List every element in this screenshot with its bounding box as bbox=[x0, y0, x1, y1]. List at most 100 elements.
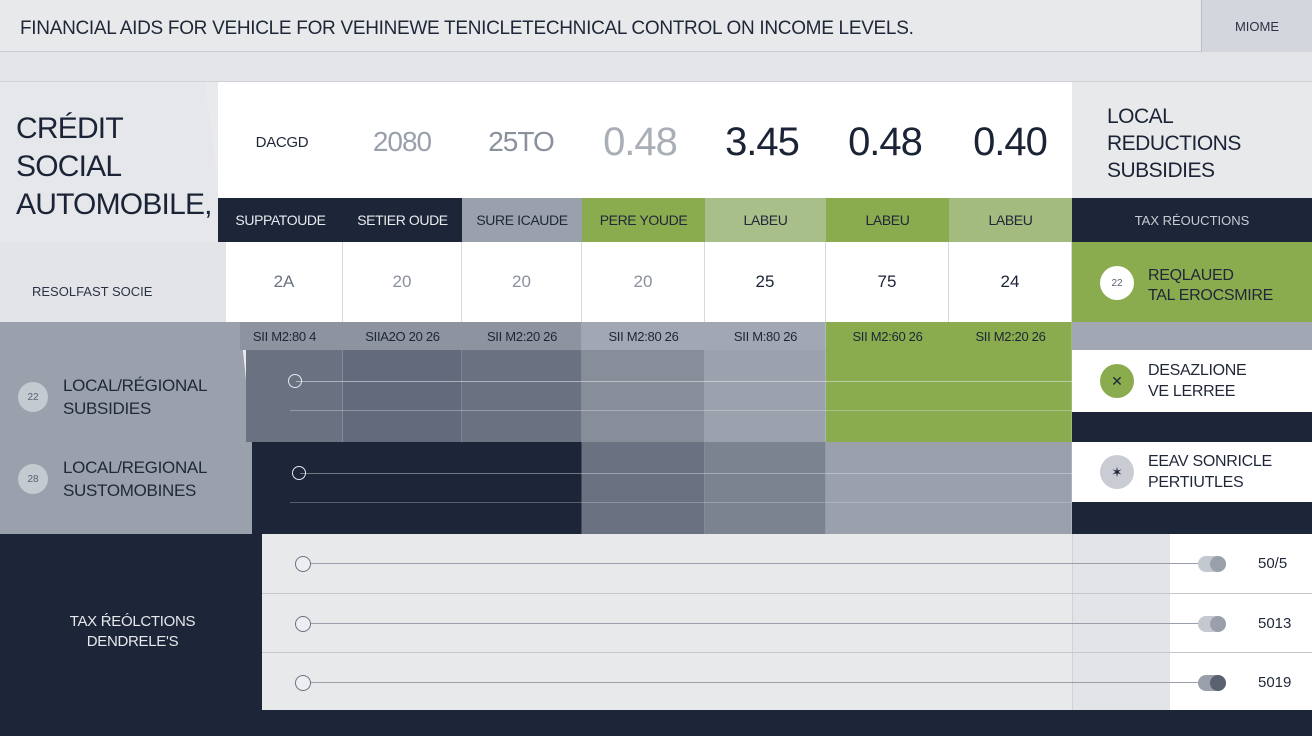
item-badge: 28 bbox=[18, 464, 48, 494]
slider-handle[interactable] bbox=[295, 675, 311, 691]
value-cell: 75 bbox=[826, 242, 949, 322]
left-title-line: SOCIAL bbox=[16, 150, 122, 183]
slider-track bbox=[310, 623, 1200, 624]
slider-handle[interactable] bbox=[295, 556, 311, 572]
card-label: DESAZLIONE bbox=[1148, 362, 1247, 379]
bottom-slider-area bbox=[262, 534, 1072, 710]
side-item-label: SUSTOMOBINES bbox=[63, 481, 197, 500]
slider-handle[interactable] bbox=[292, 466, 306, 480]
date-cell: SII M2:20 26 bbox=[486, 328, 558, 344]
figures-row bbox=[218, 82, 1072, 198]
toggle-knob bbox=[1210, 675, 1226, 691]
star-icon: ✶ bbox=[1100, 455, 1134, 489]
value-cell: 24 bbox=[949, 242, 1072, 322]
figure-value: 0.48 bbox=[603, 119, 678, 164]
bottom-tax-label: TAX ŔEÓLCTIONS DENDRELE'S bbox=[40, 612, 225, 652]
close-icon: ✕ bbox=[1100, 364, 1134, 398]
date-row-bg bbox=[826, 322, 1072, 350]
more-button[interactable]: MIOME bbox=[1201, 0, 1312, 52]
figure-value: 25TO bbox=[488, 126, 555, 157]
grid-cell bbox=[826, 350, 1072, 442]
right-panel-header bbox=[1072, 82, 1312, 198]
side-item-label: LOCAL/REGIONAL bbox=[63, 458, 208, 477]
row-label: RESOLFAST SOCIE bbox=[32, 284, 153, 299]
date-cell: SII M2:60 26 bbox=[852, 328, 923, 344]
right-card-desazlione[interactable]: ✕ DESAZLIONE VE LERREE bbox=[1072, 350, 1312, 412]
grid-cell bbox=[705, 442, 826, 534]
column-header[interactable]: SUPPATOUDE bbox=[218, 198, 343, 242]
slider-handle[interactable] bbox=[295, 616, 311, 632]
toggle-switch[interactable] bbox=[1198, 616, 1226, 632]
grid-line bbox=[290, 410, 1072, 411]
page-title: FINANCIAL AIDS FOR VEHICLE FOR VEHINEWE … bbox=[20, 18, 914, 39]
value-cell: 25 bbox=[705, 242, 826, 322]
bottom-label-line: DENDRELE'S bbox=[86, 633, 179, 650]
left-title-line: AUTOMOBILE, bbox=[16, 188, 213, 221]
side-item-label: LOCAL/RÉGIONAL bbox=[63, 376, 208, 395]
row-value: 5019 bbox=[1258, 674, 1292, 691]
date-row-bg bbox=[240, 322, 582, 350]
toggle-knob bbox=[1210, 556, 1226, 572]
right-title-line: LOCAL bbox=[1107, 105, 1174, 128]
grid-cell bbox=[462, 350, 582, 442]
card-label: TAL EROCSMIRE bbox=[1148, 287, 1274, 304]
card-label: EEAV SONRICLE bbox=[1148, 453, 1272, 470]
side-item-regional-automobiles[interactable]: 28 LOCAL/REGIONAL SUSTOMOBINES bbox=[18, 456, 207, 502]
right-divider bbox=[1072, 322, 1312, 350]
card-label: VE LERREE bbox=[1148, 383, 1236, 400]
header-divider bbox=[0, 52, 1312, 82]
slider-track bbox=[300, 473, 1072, 474]
value-cell: 20 bbox=[462, 242, 582, 322]
value-cell: 2A bbox=[226, 242, 343, 322]
value-cell: 20 bbox=[582, 242, 705, 322]
row-divider bbox=[262, 593, 1312, 594]
column-header[interactable]: SETIER OUDE bbox=[343, 198, 462, 242]
grid-cell bbox=[252, 442, 582, 534]
right-divider bbox=[1072, 412, 1312, 442]
row-value: 5013 bbox=[1258, 615, 1292, 632]
figure-value: 2080 bbox=[372, 126, 432, 157]
card-label: PERTIUTLES bbox=[1148, 474, 1244, 491]
toggle-knob bbox=[1210, 616, 1226, 632]
tax-reductions-tab[interactable]: TAX RÉOUCTIONS bbox=[1072, 198, 1312, 242]
row-value: 50/5 bbox=[1258, 555, 1288, 572]
figure-value: 3.45 bbox=[725, 119, 800, 164]
toggle-switch[interactable] bbox=[1198, 556, 1226, 572]
date-cell: SII M2:80 26 bbox=[608, 328, 679, 344]
grid-cell bbox=[705, 350, 826, 442]
subsidies-panel bbox=[0, 322, 262, 534]
column-header[interactable]: LABEU bbox=[705, 198, 826, 242]
bottom-spacer bbox=[1072, 534, 1170, 710]
right-panel-title: LOCAL REDUCTIONS SUBSIDIES bbox=[1107, 103, 1241, 184]
column-header[interactable]: SURE ICAUDE bbox=[462, 198, 582, 242]
right-title-line: SUBSIDIES bbox=[1107, 159, 1215, 182]
grid-cell bbox=[582, 442, 705, 534]
date-cell: SIIA2O 20 26 bbox=[365, 328, 440, 344]
date-cell: SII M:80 26 bbox=[733, 328, 798, 344]
top-bar bbox=[0, 0, 1312, 52]
right-green-card[interactable]: 22 REQLAUED TAL EROCSMIRE bbox=[1072, 242, 1312, 322]
date-cell: SII M2:20 26 bbox=[975, 328, 1046, 344]
figure-value: 0.40 bbox=[973, 119, 1048, 164]
value-cell: 20 bbox=[343, 242, 462, 322]
grid-cell bbox=[246, 350, 343, 442]
slider-track bbox=[296, 381, 1072, 382]
left-title-line: CRÉDIT bbox=[16, 112, 124, 145]
toggle-switch[interactable] bbox=[1198, 675, 1226, 691]
row-label-cell bbox=[0, 242, 226, 322]
slider-track bbox=[310, 563, 1200, 564]
figure-value: 0.48 bbox=[848, 119, 923, 164]
column-header[interactable]: PERE YOUDE bbox=[582, 198, 705, 242]
row-divider bbox=[262, 652, 1312, 653]
side-item-regional-subsidies[interactable]: 22 LOCAL/RÉGIONAL SUBSIDIES bbox=[18, 374, 207, 420]
date-row-bg bbox=[582, 322, 826, 350]
bottom-band bbox=[262, 710, 1312, 736]
column-header[interactable]: LABEU bbox=[949, 198, 1072, 242]
grid-cell bbox=[343, 350, 462, 442]
bottom-label-line: TAX ŔEÓLCTIONS bbox=[69, 613, 196, 630]
grid-cell bbox=[582, 350, 705, 442]
column-header[interactable]: LABEU bbox=[826, 198, 949, 242]
right-card-sonricle[interactable]: ✶ EEAV SONRICLE PERTIUTLES bbox=[1072, 442, 1312, 502]
slider-handle[interactable] bbox=[288, 374, 302, 388]
grid-cell bbox=[826, 442, 1072, 534]
